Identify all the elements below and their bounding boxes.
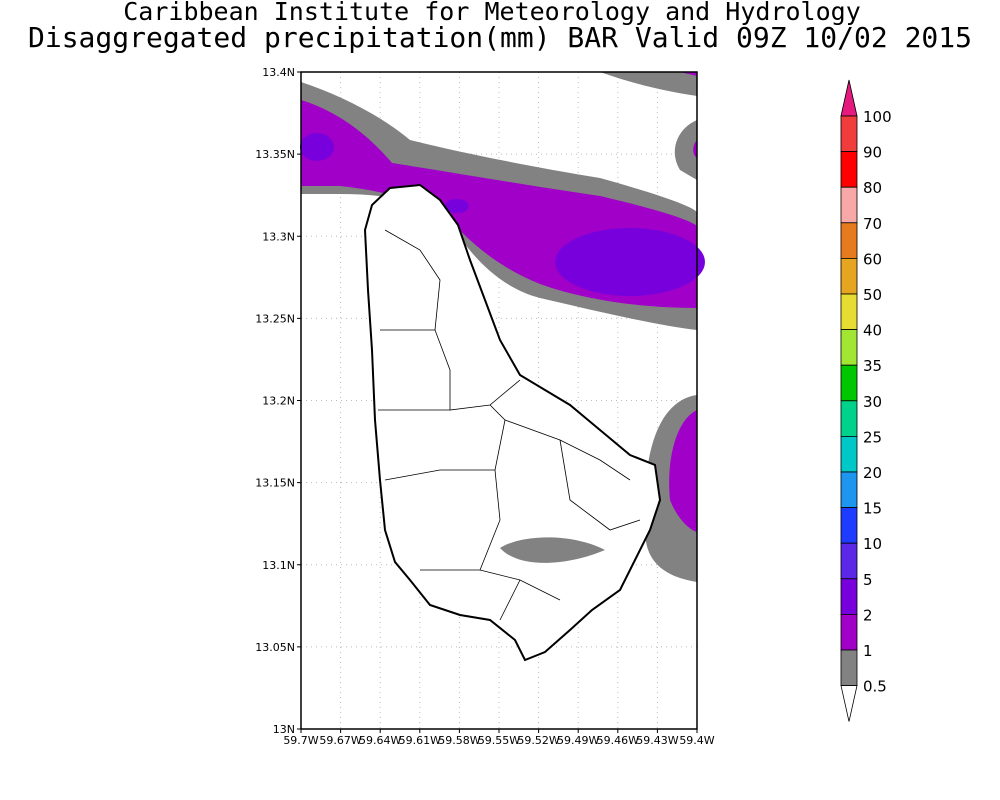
colorbar-segment [840,614,858,651]
colorbar-label: 25 [863,428,882,446]
y-tick-label: 13.4N [262,66,295,79]
contour-gray [674,120,697,180]
colorbar-segment [840,542,858,580]
boundary [384,469,561,621]
x-tick-label: 59.43W [636,734,678,747]
colorbar-segment [840,329,858,366]
contour-gray [600,72,697,96]
colorbar-segment [840,222,858,259]
colorbar-segment [840,186,858,224]
y-tick-label: 13.35N [255,148,295,161]
title: Caribbean Institute for Meteorology and … [123,0,861,26]
y-tick-label: 13.2N [262,395,295,408]
colorbar-under [840,685,858,722]
colorbar-segment [840,507,858,544]
x-tick-label: 59.52W [517,734,559,747]
colorbar-label: 35 [863,357,882,375]
subtitle: Disaggregated precipitation(mm) BAR Vali… [28,21,972,54]
colorbar-segment [840,293,858,330]
x-tick-label: 59.67W [319,734,361,747]
x-tick-label: 59.61W [399,734,441,747]
x-tick-label: 59.64W [359,734,401,747]
colorbar-label: 70 [863,215,882,233]
colorbar-label: 50 [863,286,882,304]
x-tick-label: 59.55W [478,734,520,747]
colorbar: 100 90 80 70 60 50 40 35 30 25 20 15 10 5 2 1 0.5 [840,79,892,722]
colorbar-segment [840,151,858,188]
y-tick-label: 13.15N [255,477,295,490]
y-tick-label: 13.1N [262,559,295,572]
parish-boundaries [378,229,641,621]
x-tick-label: 59.58W [438,734,480,747]
contour-violet [555,228,705,296]
contour-gray [500,537,605,563]
colorbar-label: 5 [863,571,873,589]
colorbar-segment [840,400,858,437]
contour-purple [680,72,697,76]
y-tick-label: 13N [273,723,295,736]
colorbar-label: 90 [863,144,882,162]
contour-purple [669,410,697,532]
colorbar-label: 15 [863,500,882,518]
map-area [300,71,705,730]
colorbar-segment [840,578,858,615]
colorbar-segment [840,115,858,152]
colorbar-label: 1 [863,642,873,660]
colorbar-over [840,79,858,117]
colorbar-label: 20 [863,464,882,482]
boundary [504,419,641,531]
colorbar-label: 30 [863,393,882,411]
colorbar-segment [840,257,858,295]
boundary [384,229,521,411]
y-tick-label: 13.25N [255,312,295,325]
colorbar-label: 0.5 [863,678,887,696]
colorbar-segment [840,649,858,686]
colorbar-label: 100 [863,108,892,126]
colorbar-label: 10 [863,535,882,553]
contour-violet [300,133,334,161]
y-tick-label: 13.05N [255,641,295,654]
x-tick-label: 59.4W [679,734,714,747]
contour-violet [445,199,469,213]
x-tick-label: 59.49W [557,734,599,747]
colorbar-segment [840,471,858,508]
colorbar-label: 40 [863,322,882,340]
colorbar-segment [840,364,858,402]
y-tick-label: 13.3N [262,230,295,243]
colorbar-label: 80 [863,179,882,197]
x-tick-label: 59.7W [283,734,318,747]
contour-purple [693,140,697,158]
colorbar-label: 60 [863,250,882,268]
colorbar-label: 2 [863,606,873,624]
colorbar-segment [840,435,858,473]
x-tick-label: 59.46W [597,734,639,747]
